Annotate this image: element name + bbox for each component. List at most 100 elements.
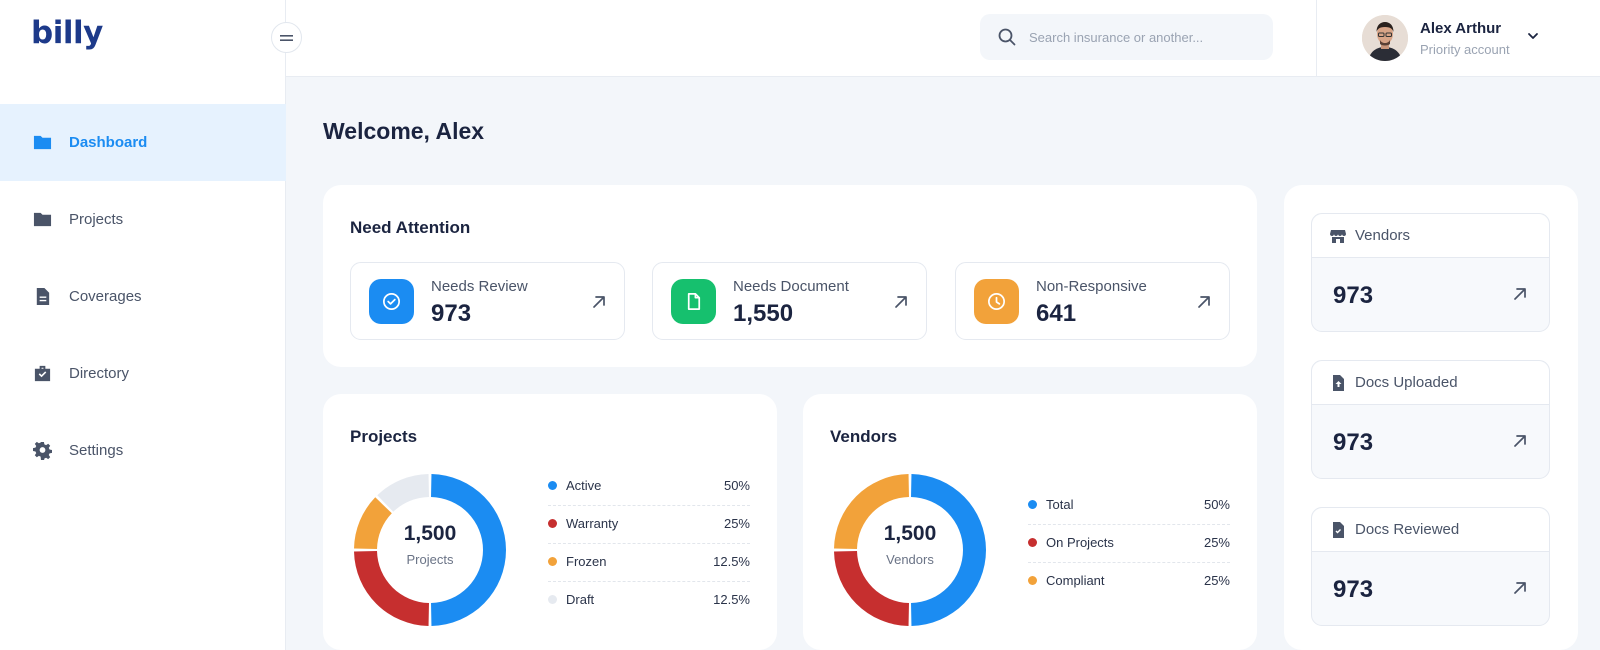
page-title: Welcome, Alex bbox=[323, 118, 485, 144]
legend-label: Frozen bbox=[566, 554, 607, 569]
donut-slice-active bbox=[431, 474, 506, 626]
docs-uploaded-stat-box[interactable]: Docs Uploaded 973 bbox=[1311, 360, 1550, 479]
chevron-down-icon[interactable] bbox=[1526, 29, 1540, 43]
user-name: Alex Arthur bbox=[1420, 19, 1502, 37]
donut-slice-compliant bbox=[834, 474, 909, 549]
sidebar-item-coverages[interactable]: Coverages bbox=[0, 258, 286, 335]
legend-value: 12.5% bbox=[713, 554, 750, 569]
legend-dot bbox=[1028, 538, 1037, 547]
needs-document-label: Needs Document bbox=[733, 278, 849, 295]
vendors-total-label: Vendors bbox=[886, 552, 934, 567]
need-attention-card: Need Attention Needs Review 973 Needs Do… bbox=[323, 185, 1257, 367]
needs-review-card[interactable]: Needs Review 973 bbox=[350, 262, 625, 340]
stat-label: Docs Uploaded bbox=[1355, 374, 1458, 391]
legend-label: Warranty bbox=[566, 516, 619, 531]
stat-value: 973 bbox=[1333, 282, 1374, 309]
sidebar-nav: Dashboard Projects Coverages Directory S… bbox=[0, 104, 286, 489]
needs-document-card[interactable]: Needs Document 1,550 bbox=[652, 262, 927, 340]
search-box[interactable] bbox=[980, 14, 1273, 60]
arrow-up-right-icon[interactable] bbox=[1512, 433, 1528, 449]
legend-item: Active 50% bbox=[548, 468, 750, 506]
legend-item: On Projects 25% bbox=[1028, 525, 1230, 563]
projects-chart-card: Projects 1,500 Projects Active 50% Warra… bbox=[323, 394, 777, 650]
legend-value: 25% bbox=[1203, 535, 1230, 550]
user-role: Priority account bbox=[1420, 41, 1510, 57]
sidebar-item-dashboard[interactable]: Dashboard bbox=[0, 104, 286, 181]
legend-dot bbox=[548, 519, 557, 528]
vendors-donut-chart bbox=[834, 474, 986, 626]
legend-label: Total bbox=[1046, 497, 1074, 512]
arrow-up-right-icon[interactable] bbox=[1512, 580, 1528, 596]
donut-slice-frozen bbox=[354, 497, 392, 549]
projects-chart-title: Projects bbox=[350, 427, 418, 446]
menu-icon bbox=[280, 34, 293, 41]
stat-value: 973 bbox=[1333, 429, 1374, 456]
user-menu[interactable]: Alex Arthur Priority account bbox=[1362, 15, 1510, 61]
vendors-chart-card: Vendors 1,500 Vendors Total 50% On Proje… bbox=[803, 394, 1257, 650]
top-header: Alex Arthur Priority account bbox=[286, 0, 1600, 77]
legend-value: 50% bbox=[723, 478, 750, 493]
document-check-icon bbox=[1333, 521, 1344, 538]
briefcase-check-icon bbox=[34, 365, 51, 382]
sidebar-collapse-button[interactable] bbox=[271, 22, 302, 53]
logo[interactable]: billy bbox=[31, 15, 103, 51]
legend-dot bbox=[548, 595, 557, 604]
projects-donut-center: 1,500 Projects bbox=[375, 522, 485, 567]
sidebar-item-label: Dashboard bbox=[69, 134, 148, 151]
legend-value: 50% bbox=[1203, 497, 1230, 512]
sidebar-item-projects[interactable]: Projects bbox=[0, 181, 286, 258]
non-responsive-label: Non-Responsive bbox=[1036, 278, 1147, 295]
docs-reviewed-stat-box[interactable]: Docs Reviewed 973 bbox=[1311, 507, 1550, 626]
search-input[interactable] bbox=[1029, 29, 1249, 45]
stat-header: Vendors bbox=[1312, 214, 1549, 258]
legend-value: 12.5% bbox=[713, 592, 750, 607]
sidebar-item-directory[interactable]: Directory bbox=[0, 335, 286, 412]
sidebar-item-label: Projects bbox=[69, 211, 124, 228]
needs-review-value: 973 bbox=[431, 300, 472, 327]
stat-header: Docs Reviewed bbox=[1312, 508, 1549, 552]
legend-dot bbox=[548, 481, 557, 490]
folder-icon bbox=[33, 212, 52, 227]
legend-dot bbox=[1028, 576, 1037, 585]
stat-label: Vendors bbox=[1355, 227, 1411, 244]
legend-value: 25% bbox=[1203, 573, 1230, 588]
vendors-chart-title: Vendors bbox=[830, 427, 898, 446]
legend-label: On Projects bbox=[1046, 535, 1114, 550]
legend-value: 25% bbox=[723, 516, 750, 531]
needs-document-value: 1,550 bbox=[733, 300, 794, 327]
donut-slice-warranty bbox=[354, 551, 429, 626]
legend-item: Total 50% bbox=[1028, 487, 1230, 525]
stat-value: 973 bbox=[1333, 576, 1374, 603]
donut-slice-total bbox=[911, 474, 986, 626]
stats-card: Vendors 973 Docs Uploaded 973 Docs Revie… bbox=[1284, 185, 1578, 650]
arrow-up-right-icon[interactable] bbox=[591, 294, 607, 310]
document-icon bbox=[36, 287, 50, 306]
sidebar-item-settings[interactable]: Settings bbox=[0, 412, 286, 489]
arrow-up-right-icon[interactable] bbox=[893, 294, 909, 310]
projects-total-value: 1,500 bbox=[403, 522, 457, 545]
sidebar-item-label: Coverages bbox=[69, 288, 142, 305]
legend-label: Active bbox=[566, 478, 602, 493]
needs-review-label: Needs Review bbox=[431, 278, 528, 295]
legend-dot bbox=[548, 557, 557, 566]
legend-item: Warranty 25% bbox=[548, 506, 750, 544]
avatar[interactable] bbox=[1362, 15, 1408, 61]
non-responsive-card[interactable]: Non-Responsive 641 bbox=[955, 262, 1230, 340]
vendors-stat-box[interactable]: Vendors 973 bbox=[1311, 213, 1550, 332]
document-upload-icon bbox=[1333, 374, 1344, 391]
need-attention-title: Need Attention bbox=[350, 218, 471, 237]
sidebar-item-label: Directory bbox=[69, 365, 130, 382]
vendors-legend: Total 50% On Projects 25% Compliant 25% bbox=[1028, 487, 1230, 601]
check-circle-icon bbox=[369, 279, 414, 324]
legend-label: Compliant bbox=[1046, 573, 1105, 588]
clock-icon bbox=[974, 279, 1019, 324]
legend-item: Draft 12.5% bbox=[548, 582, 750, 620]
user-photo-icon bbox=[1362, 15, 1408, 61]
stat-header: Docs Uploaded bbox=[1312, 361, 1549, 405]
arrow-up-right-icon[interactable] bbox=[1196, 294, 1212, 310]
donut-slice-on-projects bbox=[834, 551, 909, 626]
search-icon bbox=[998, 28, 1016, 46]
legend-item: Frozen 12.5% bbox=[548, 544, 750, 582]
arrow-up-right-icon[interactable] bbox=[1512, 286, 1528, 302]
store-icon bbox=[1330, 229, 1346, 243]
